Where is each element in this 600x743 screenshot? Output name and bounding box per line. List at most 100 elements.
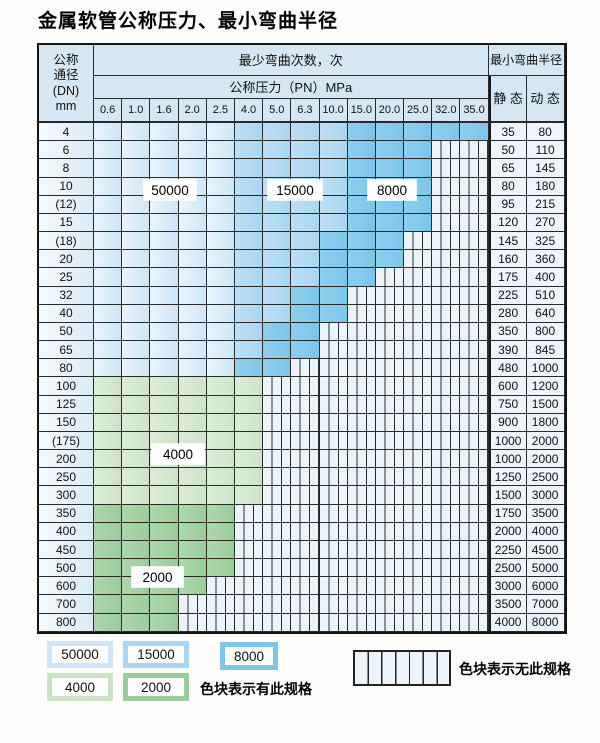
dn-cell: 400: [39, 522, 94, 541]
spec-cell: [404, 377, 433, 396]
spec-cell: [234, 213, 264, 233]
spec-cell: [122, 504, 151, 523]
spec-cell: [347, 522, 376, 541]
spec-cell: [206, 322, 235, 342]
spec-cell: [178, 195, 207, 214]
spec-cell: [347, 341, 376, 360]
static-value: 2250: [488, 540, 527, 560]
spec-cell: [122, 159, 151, 178]
spec-cell: [291, 468, 320, 487]
spec-cell: [375, 377, 405, 396]
dn-cell: 450: [39, 540, 94, 560]
dn-cell: 65: [39, 341, 94, 360]
spec-cell: [94, 268, 123, 287]
spec-cell: [347, 613, 376, 632]
dynamic-value: 1200: [526, 377, 565, 396]
spec-cell: [347, 322, 376, 342]
pressure-tick: 25.0: [404, 99, 433, 123]
spec-cell: [94, 559, 123, 578]
spec-cell: [291, 559, 320, 578]
spec-cell: [319, 377, 348, 396]
spec-cell: [460, 522, 489, 541]
dn-cell: 250: [39, 468, 94, 487]
zone-label-8000: 8000: [368, 180, 416, 200]
spec-cell: [234, 286, 264, 305]
dynamic-value: 7000: [526, 595, 565, 614]
pressure-tick: 10.0: [319, 99, 348, 123]
spec-cell: [150, 341, 179, 360]
legend-swatch-value: 2000: [128, 678, 184, 696]
spec-cell: [291, 341, 320, 360]
spec-cell: [460, 195, 489, 214]
spec-cell: [150, 268, 179, 287]
spec-cell: [291, 268, 320, 287]
spec-cell: [291, 232, 320, 251]
legend-swatch-8000: 8000: [220, 642, 278, 670]
spec-cell: [263, 413, 292, 432]
spec-cell: [178, 268, 207, 287]
dynamic-value: 325: [526, 232, 565, 251]
spec-cell: [206, 195, 235, 214]
pressure-tick: 32.0: [432, 99, 461, 123]
dn-cell: 100: [39, 377, 94, 396]
dn-header-line: 通径: [53, 68, 79, 82]
spec-cell: [347, 577, 376, 596]
spec-cell: [234, 377, 264, 396]
spec-cell: [404, 577, 433, 596]
spec-cell: [404, 395, 433, 414]
spec-cell: [347, 232, 376, 251]
spec-cell: [347, 395, 376, 414]
spec-cell: [234, 540, 264, 560]
spec-cell: [460, 286, 489, 305]
spec-cell: [404, 304, 433, 323]
spec-cell: [375, 595, 405, 614]
spec-cell: [319, 286, 348, 305]
spec-cell: [319, 613, 348, 632]
dynamic-value: 8000: [526, 613, 565, 632]
dynamic-value: 1800: [526, 413, 565, 432]
spec-cell: [375, 250, 405, 269]
spec-cell: [150, 213, 179, 233]
spec-cell: [206, 468, 235, 487]
spec-cell: [234, 159, 264, 178]
spec-cell: [432, 486, 461, 505]
spec-cell: [460, 413, 489, 432]
spec-cell: [122, 395, 151, 414]
dn-cell: 80: [39, 359, 94, 378]
static-value: 225: [488, 286, 527, 305]
spec-cell: [234, 177, 264, 196]
spec-cell: [460, 559, 489, 578]
spec-cell: [178, 213, 207, 233]
spec-cell: [460, 322, 489, 342]
spec-cell: [178, 359, 207, 378]
spec-cell: [375, 577, 405, 596]
spec-cell: [404, 540, 433, 560]
spec-cell: [206, 559, 235, 578]
spec-cell: [291, 195, 320, 214]
spec-cell: [291, 359, 320, 378]
spec-cell: [206, 413, 235, 432]
static-value: 160: [488, 250, 527, 269]
spec-cell: [404, 450, 433, 469]
spec-cell: [432, 613, 461, 632]
spec-cell: [263, 559, 292, 578]
spec-cell: [178, 286, 207, 305]
spec-cell: [291, 159, 320, 178]
spec-cell: [375, 123, 405, 142]
dynamic-value: 180: [526, 177, 565, 196]
spec-cell: [206, 577, 235, 596]
spec-cell: [460, 595, 489, 614]
dn-cell: 20: [39, 250, 94, 269]
static-value: 390: [488, 341, 527, 360]
spec-cell: [234, 431, 264, 451]
spec-cell: [375, 540, 405, 560]
spec-cell: [234, 468, 264, 487]
spec-cell: [178, 486, 207, 505]
spec-cell: [150, 595, 179, 614]
spec-cell: [432, 595, 461, 614]
static-value: 145: [488, 232, 527, 251]
static-value: 2000: [488, 522, 527, 541]
static-value: 175: [488, 268, 527, 287]
spec-cell: [122, 450, 151, 469]
spec-cell: [234, 450, 264, 469]
